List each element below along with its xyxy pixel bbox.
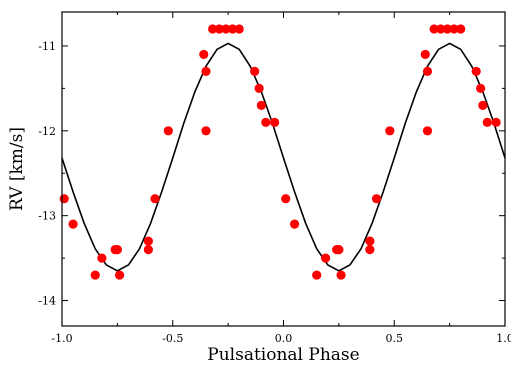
y-tick-label: -11 xyxy=(38,40,56,53)
data-point xyxy=(429,24,439,34)
data-point xyxy=(68,219,78,229)
data-point xyxy=(201,126,211,136)
data-point xyxy=(261,117,271,127)
data-point xyxy=(334,245,344,255)
data-point xyxy=(320,253,331,263)
data-point xyxy=(163,126,173,136)
data-point xyxy=(442,24,453,34)
y-tick-label: -13 xyxy=(38,210,56,223)
data-point xyxy=(112,245,122,255)
data-point xyxy=(270,117,280,127)
y-tick-label: -14 xyxy=(38,295,56,308)
data-point xyxy=(214,24,224,34)
data-point xyxy=(289,219,300,229)
model-curve-layer xyxy=(61,42,506,272)
data-point xyxy=(227,24,238,34)
data-point xyxy=(59,194,69,204)
data-point xyxy=(449,24,459,34)
x-axis-title: Pulsational Phase xyxy=(207,345,359,365)
data-point xyxy=(256,100,266,110)
data-point xyxy=(422,126,433,136)
data-point xyxy=(491,117,501,127)
data-point xyxy=(476,83,486,93)
data-point xyxy=(208,24,218,34)
data-point xyxy=(371,194,382,204)
data-point xyxy=(143,236,153,246)
ticks-layer: -1.0 -0.5 0.0 0.5 1.0 -14 -13 -12 -11 xyxy=(38,12,511,345)
y-tick-label: -12 xyxy=(38,125,56,138)
x-tick-label: -0.5 xyxy=(162,332,183,345)
data-point xyxy=(281,194,291,204)
data-point xyxy=(436,24,446,34)
data-point xyxy=(482,117,492,127)
data-point xyxy=(471,66,481,77)
data-point xyxy=(201,66,211,77)
data-point xyxy=(97,253,107,263)
data-point xyxy=(478,100,488,110)
x-tick-label: 1.0 xyxy=(496,332,511,345)
data-point xyxy=(234,24,244,34)
data-point xyxy=(114,270,125,280)
data-point xyxy=(221,24,231,34)
data-point xyxy=(199,49,209,60)
data-point xyxy=(143,245,153,255)
data-point xyxy=(90,270,100,280)
data-point xyxy=(250,66,260,77)
data-point xyxy=(456,24,466,34)
data-point xyxy=(365,245,375,255)
data-point xyxy=(150,194,160,204)
x-tick-label: -1.0 xyxy=(51,332,72,345)
data-point xyxy=(254,83,264,93)
y-axis-title: RV [km/s] xyxy=(7,127,27,211)
model-curve xyxy=(61,42,506,272)
data-point xyxy=(365,236,375,246)
data-point xyxy=(420,49,430,60)
data-point xyxy=(422,66,433,77)
data-point xyxy=(336,270,346,280)
x-tick-label: 0.5 xyxy=(386,332,404,345)
data-point xyxy=(312,270,322,280)
data-point xyxy=(385,126,395,136)
x-tick-label: 0.0 xyxy=(275,332,293,345)
